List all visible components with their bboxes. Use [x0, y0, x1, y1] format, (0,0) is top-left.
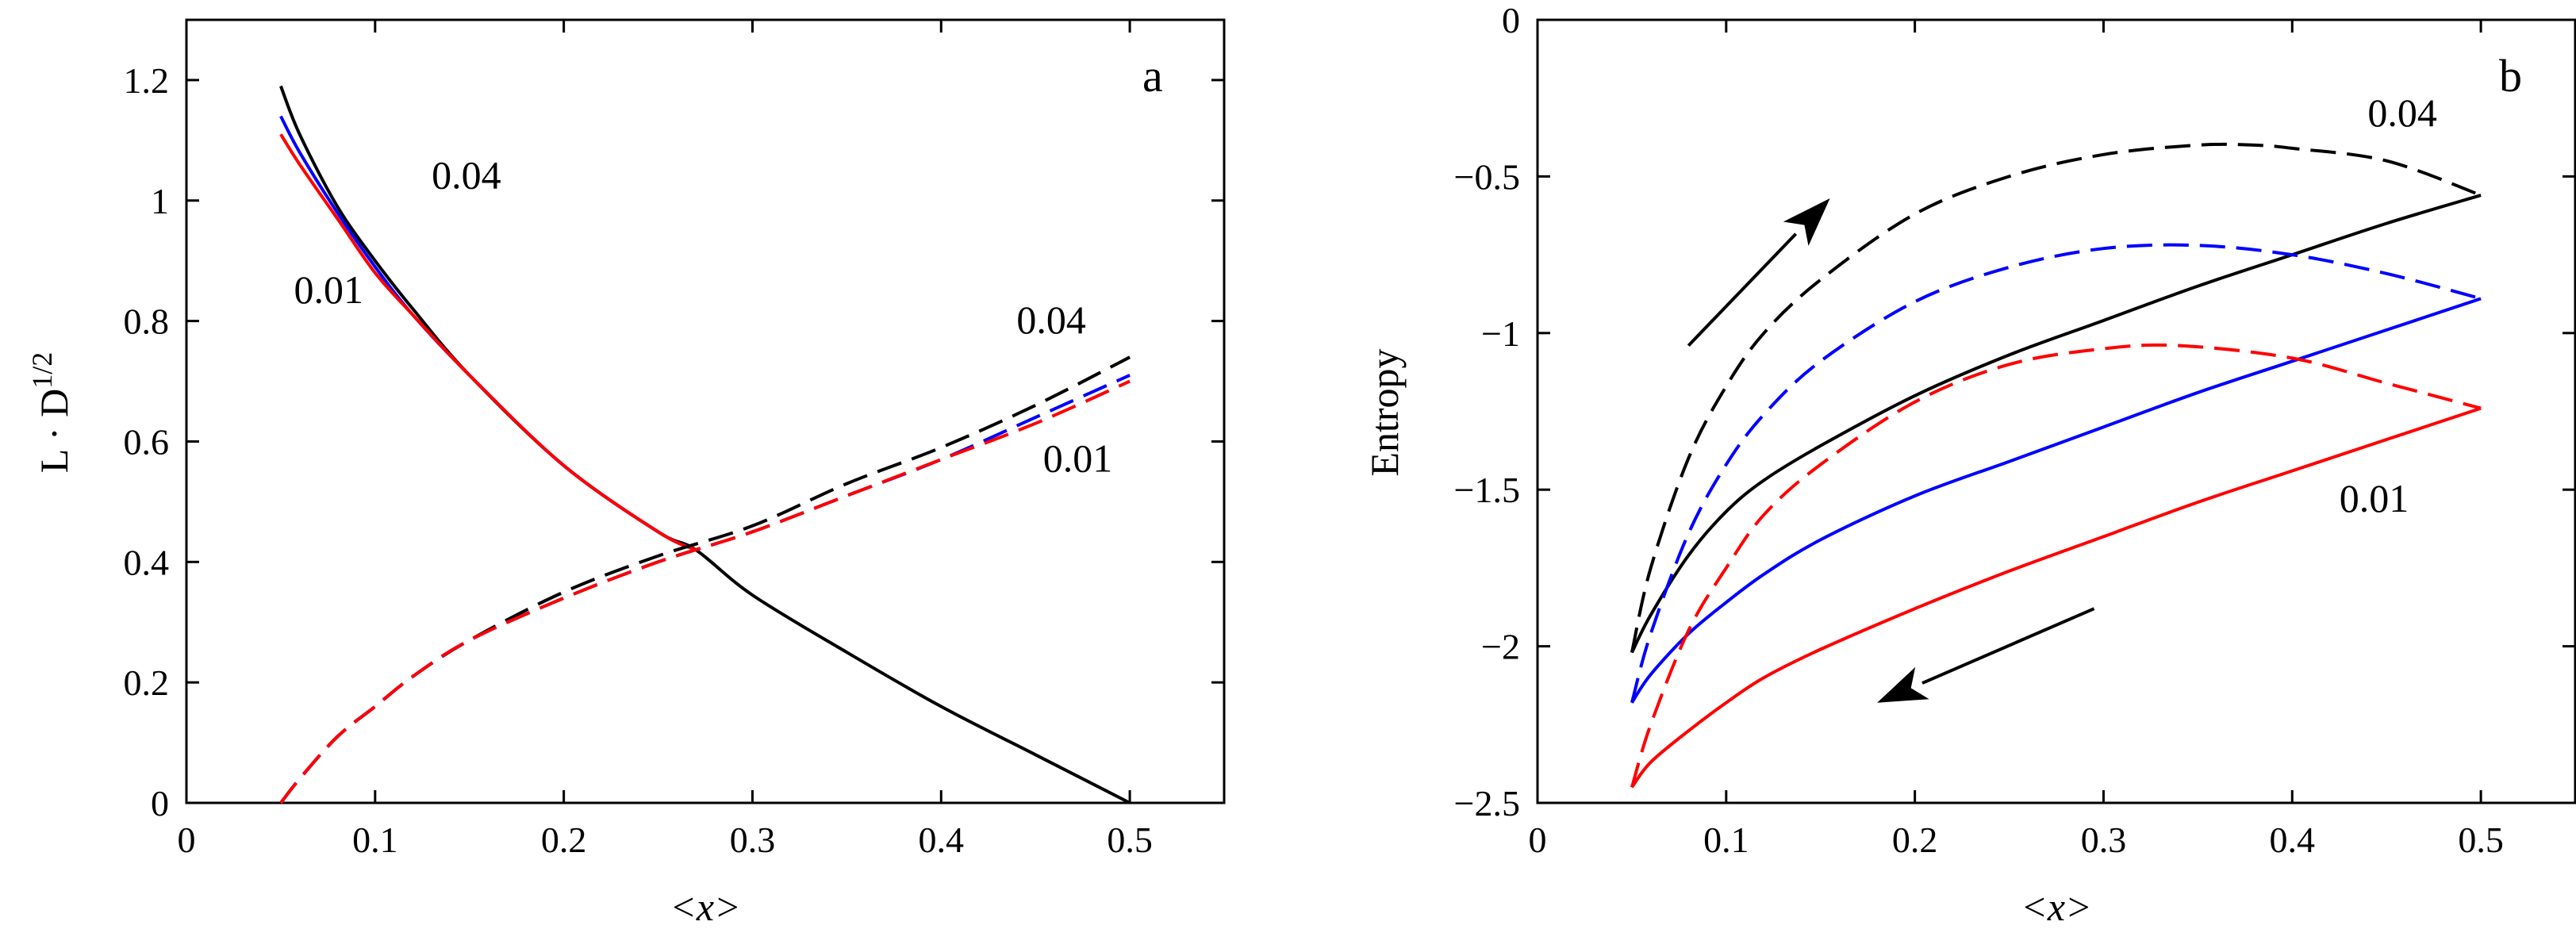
panel-a-annotations: 0.04 0.01 0.04 0.01 [294, 153, 1113, 481]
panel-a-y-axis-label-sup: 1/2 [26, 352, 58, 389]
panel-b-plot-frame [1536, 18, 2576, 804]
y-tick-label: −1.5 [1454, 470, 1520, 510]
series-line-dashed [279, 355, 1131, 804]
x-tick-label: 0.5 [1107, 820, 1153, 860]
y-tick-label: 0.8 [124, 301, 170, 342]
series-line-dashed [1630, 243, 2482, 704]
panel-a-chart: 0 0.1 0.2 0.3 0.4 0.500.20.40.60.811.2 0.040.… [26, 18, 1226, 929]
series-line-solid [279, 133, 697, 551]
y-tick-label: 0.4 [124, 542, 170, 582]
y-tick-label: −0.5 [1454, 156, 1520, 197]
x-tick-label: 0.2 [541, 820, 587, 860]
curve-annotation: 0.04 [2367, 90, 2437, 135]
panel-a-y-axis-label-main: L · D [32, 389, 76, 473]
series-line-solid [1630, 297, 2482, 704]
panel-b-arrows [1687, 198, 2095, 703]
panel-b-y-axis-label: Entropy [1362, 348, 1407, 476]
panel-a-y-axis-label: L · D1/2 [26, 352, 76, 473]
panel-a-x-axis-label: <x> [670, 885, 741, 929]
x-tick-label: 0.1 [1703, 820, 1749, 860]
direction-arrow-head [1877, 666, 1929, 703]
curve-annotation: 0.04 [1016, 298, 1086, 342]
x-tick-label: 0.1 [352, 820, 398, 860]
series-line-solid [1630, 406, 2482, 789]
x-tick-label: 0.2 [1892, 820, 1938, 860]
y-tick-label: 0.6 [124, 421, 170, 462]
y-tick-label: −1 [1481, 313, 1520, 354]
direction-arrow-shaft [1687, 232, 1798, 347]
y-tick-label: 0 [151, 783, 169, 824]
curve-annotation: 0.04 [432, 153, 501, 198]
x-tick-label: 0 [178, 820, 196, 860]
series-line-dashed [1630, 343, 2482, 788]
x-tick-label: 0.4 [2270, 820, 2316, 860]
series-line-solid [279, 85, 1131, 804]
x-tick-label: 0.5 [2458, 820, 2504, 860]
panel-a-ticks: 0 0.1 0.2 0.3 0.4 0.5 0 0.2 0.4 0.6 0.8 1 1.2 [124, 20, 1224, 860]
panel-b-x-axis-label: <x> [2021, 885, 2092, 929]
direction-arrow-shaft [1921, 607, 2095, 685]
x-tick-label: 0.3 [730, 820, 776, 860]
panel-b-letter: b [2499, 50, 2522, 102]
panel-a-plot-frame [185, 18, 1226, 804]
panel-b-ticks: 0 0.1 0.2 0.3 0.4 0.5 −2.5 −2 −1.5 −1 −0.5 0 [1454, 0, 2575, 860]
curve-annotation: 0.01 [1043, 436, 1113, 480]
curve-annotation: 0.01 [294, 267, 364, 312]
panel-b-series [1630, 142, 2482, 789]
y-tick-label: −2.5 [1454, 783, 1520, 824]
direction-arrow-head [1783, 198, 1830, 246]
panel-b-chart: 0 0.1 0.2 0.3 0.4 0.5−2.5−2−1.5−1−0.50 0.040.… [1362, 0, 2576, 929]
x-tick-label: 0.4 [919, 820, 965, 860]
panel-b-annotations: 0.04 0.01 [2340, 90, 2437, 520]
x-tick-label: 0.3 [2081, 820, 2127, 860]
y-tick-label: 1.2 [124, 60, 170, 101]
series-line-dashed [1630, 142, 2482, 653]
y-tick-label: 1 [151, 181, 169, 221]
x-tick-label: 0 [1529, 820, 1547, 860]
series-line-solid [1630, 194, 2482, 654]
panel-a-series [279, 85, 1131, 804]
y-tick-label: 0 [1502, 0, 1520, 40]
panel-a-letter: a [1142, 50, 1163, 102]
series-line-dashed [279, 379, 1131, 804]
y-tick-label: 0.2 [124, 662, 170, 703]
curve-annotation: 0.01 [2340, 476, 2409, 520]
y-tick-label: −2 [1481, 627, 1520, 667]
